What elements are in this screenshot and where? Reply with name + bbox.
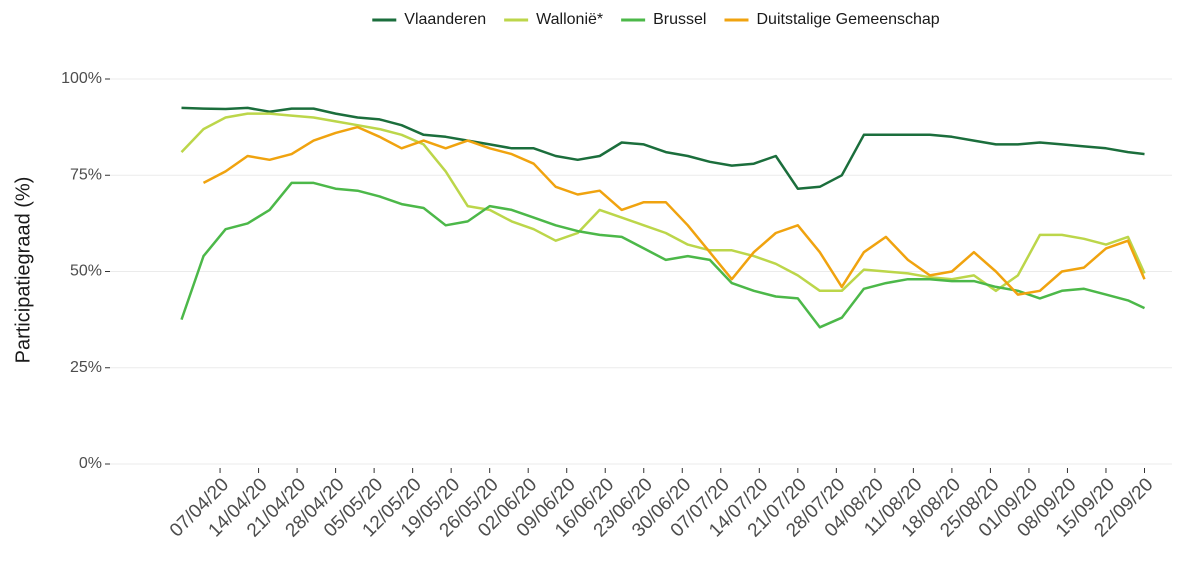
y-tick-label: 50% (70, 263, 102, 280)
legend-item: Wallonië* (504, 11, 603, 28)
legend-item: Vlaanderen (372, 11, 486, 28)
series-line (181, 106, 1145, 190)
legend-item: Brussel (621, 11, 706, 28)
y-axis-label: Participatiegraad (%) (12, 177, 34, 364)
y-tick-label: 100% (61, 70, 102, 87)
legend: Vlaanderen Wallonië* Brussel Duitstalige Ge… (372, 11, 940, 28)
legend-label: Brussel (653, 11, 706, 28)
y-tick-label: 0% (79, 455, 102, 472)
series-line (202, 125, 1146, 296)
y-tick-label: 75% (70, 166, 102, 183)
legend-label: Duitstalige Gemeenschap (756, 11, 939, 28)
legend-label: Vlaanderen (404, 11, 486, 28)
legend-label: Wallonië* (536, 11, 603, 28)
legend-item: Duitstalige Gemeenschap (724, 11, 940, 28)
series-line (180, 181, 1146, 329)
y-tick-label: 25% (70, 359, 102, 376)
